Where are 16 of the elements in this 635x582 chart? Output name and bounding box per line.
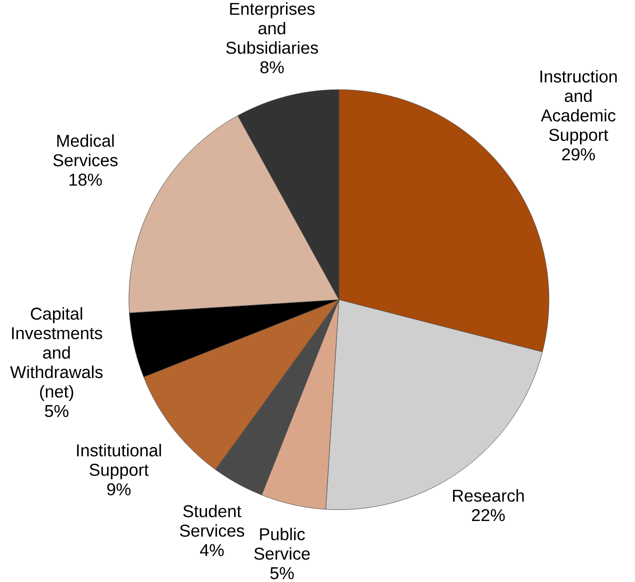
- data-label: 9%: [107, 483, 131, 496]
- data-label: 5%: [44, 405, 68, 418]
- slice-label: Enterprises and Subsidiaries: [226, 2, 318, 54]
- slice-label: Capital Investments and Withdrawals (net): [10, 307, 103, 402]
- data-label: 8%: [260, 61, 284, 74]
- data-label: 29%: [562, 148, 595, 161]
- slice-label: Public Service: [254, 528, 310, 560]
- data-label: 22%: [472, 509, 505, 522]
- slice-label: Instruction and Academic Support: [540, 70, 617, 145]
- slice-label: Institutional Support: [77, 444, 161, 480]
- data-label: 5%: [270, 567, 294, 580]
- data-label: 18%: [70, 174, 102, 186]
- slice-label: Medical Services: [53, 134, 118, 167]
- data-label: 4%: [200, 544, 224, 556]
- slice-label: Student Services: [180, 504, 244, 537]
- slice-label: Research: [453, 489, 524, 502]
